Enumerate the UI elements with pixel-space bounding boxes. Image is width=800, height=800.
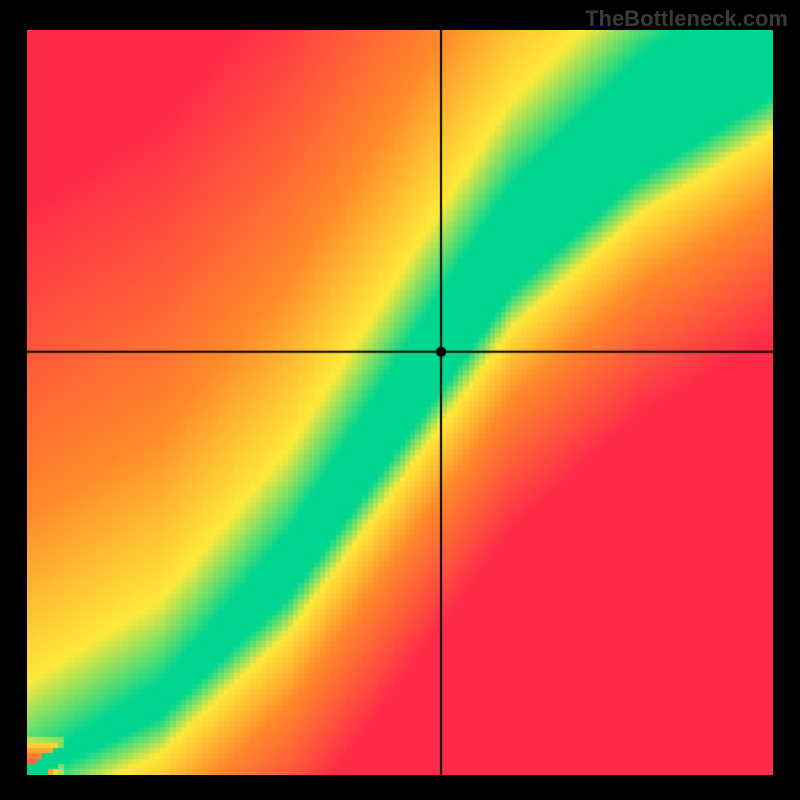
bottleneck-heatmap [27, 30, 773, 775]
chart-container: TheBottleneck.com [0, 0, 800, 800]
watermark-text: TheBottleneck.com [585, 6, 788, 32]
